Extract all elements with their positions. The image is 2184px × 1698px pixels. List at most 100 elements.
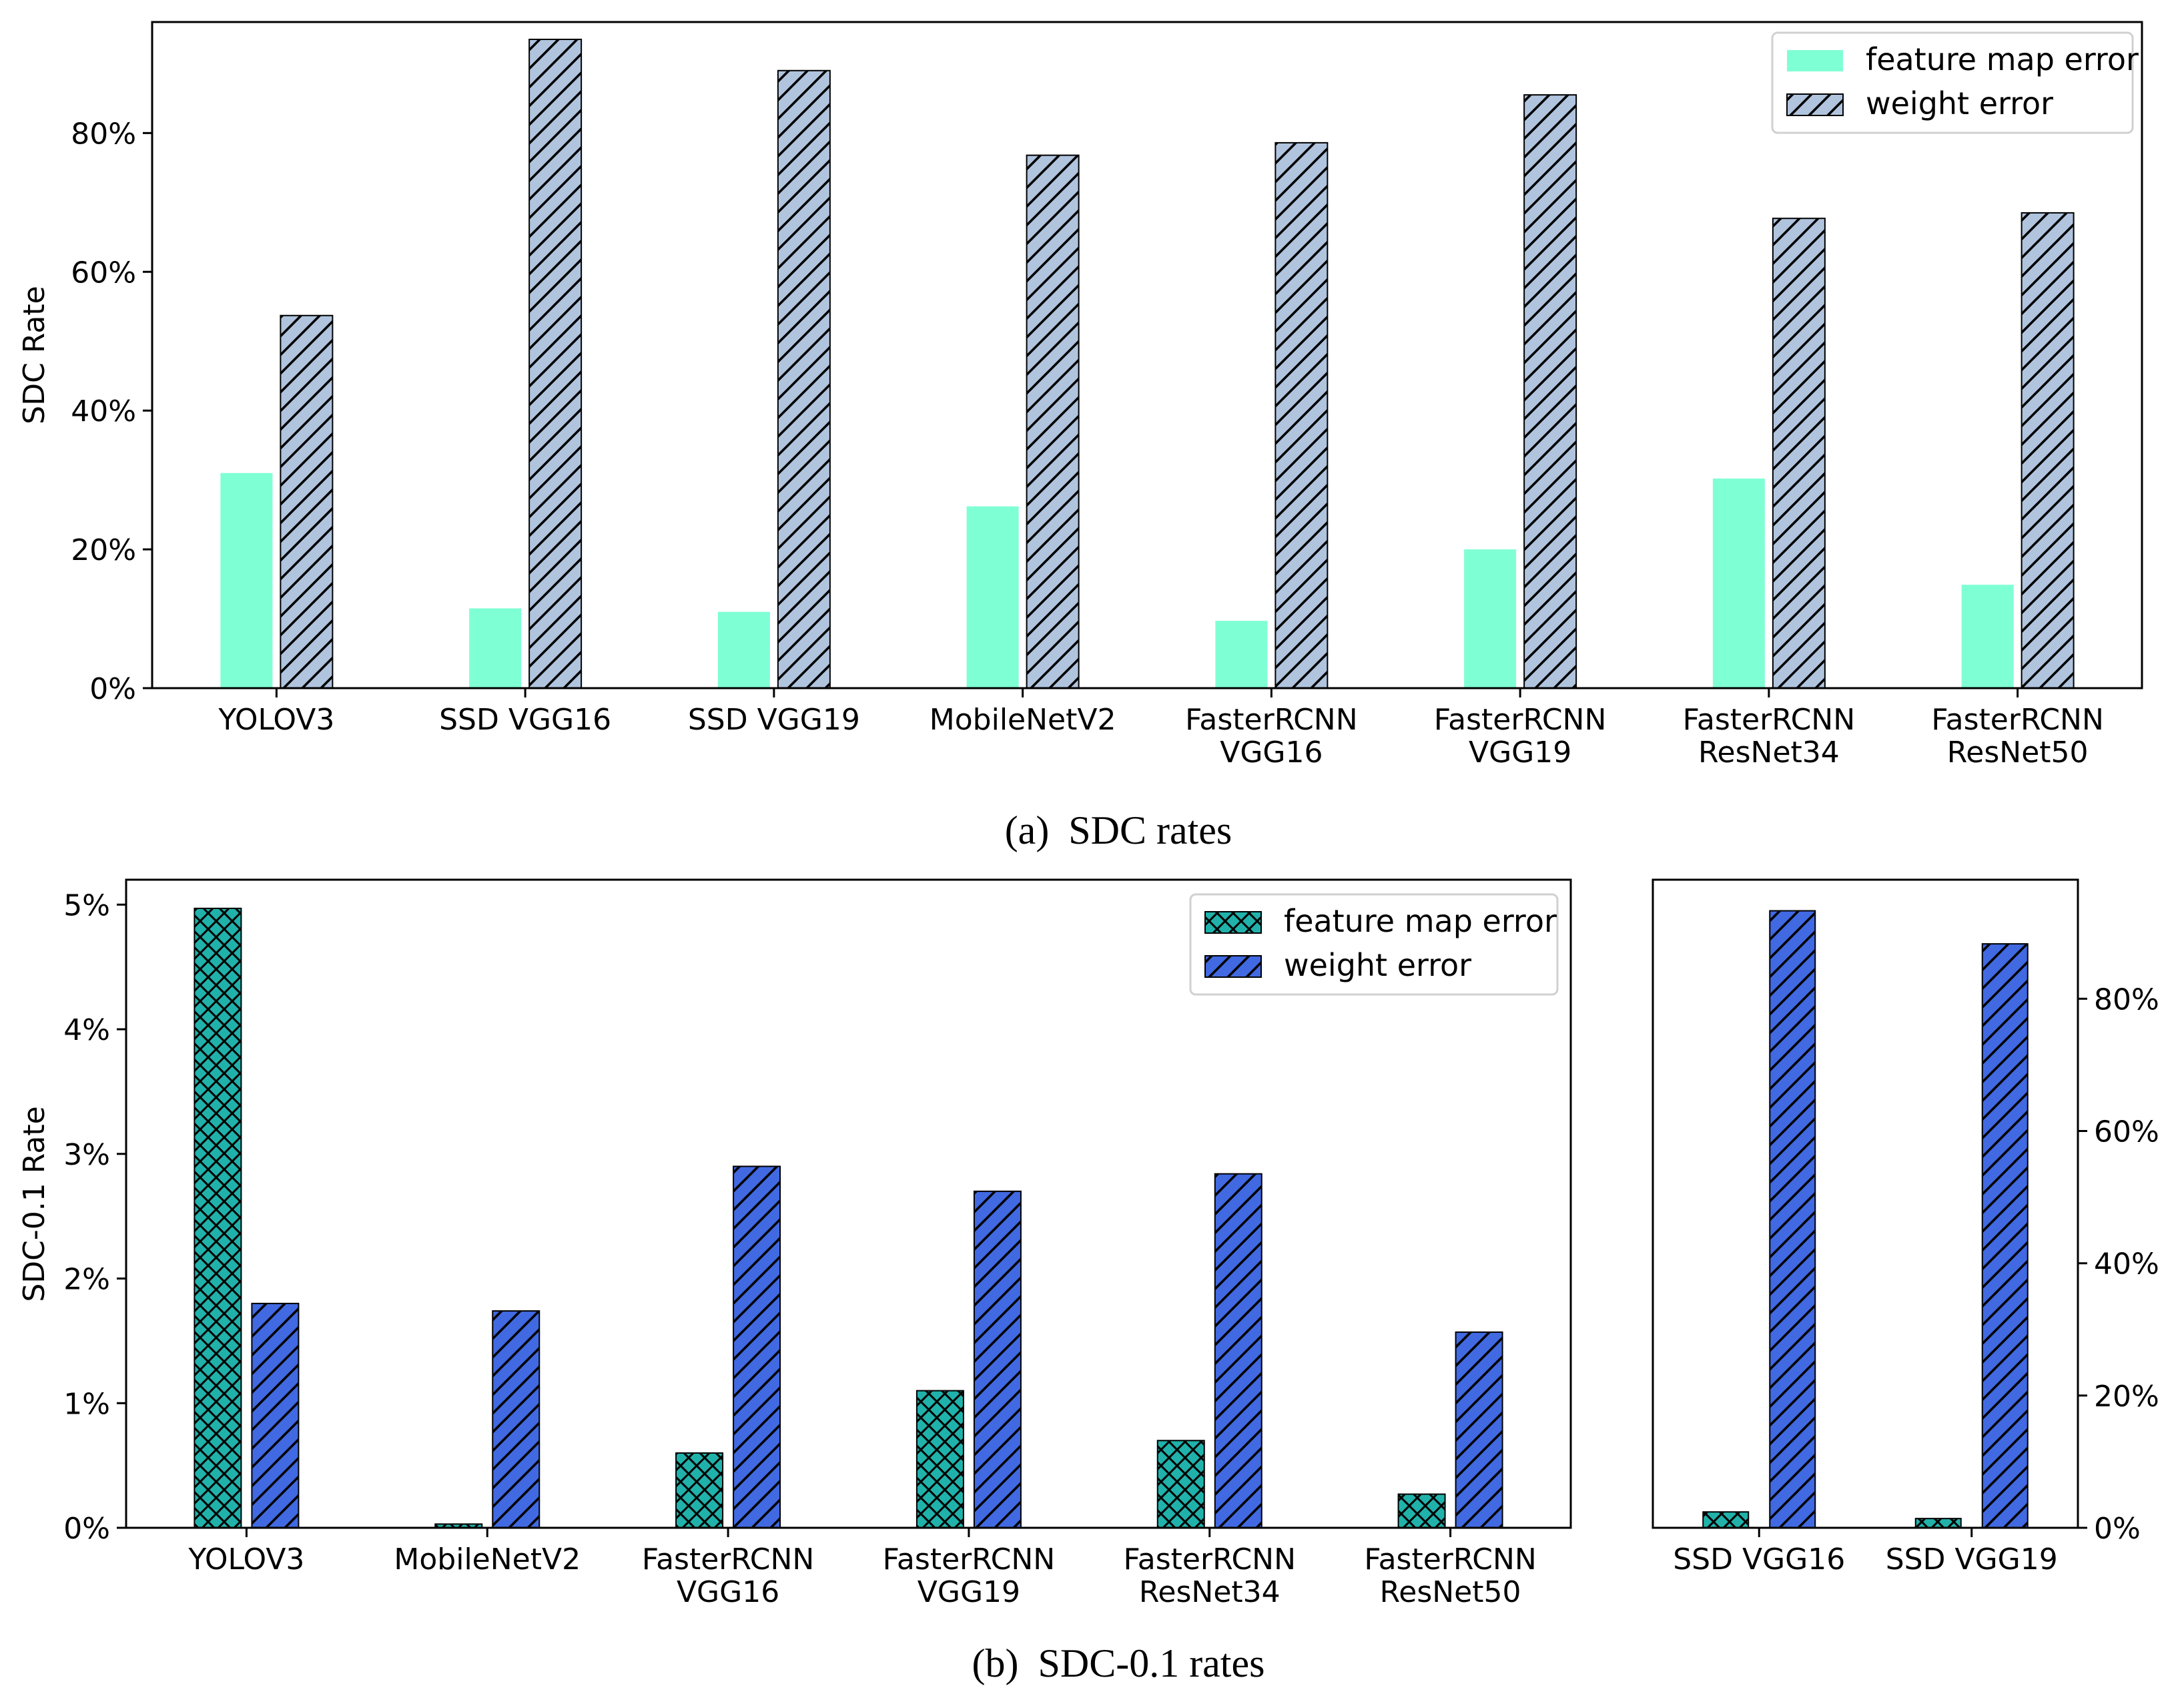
panel-a-y-axis: 0% 20% 40% 60% 80% <box>71 117 152 706</box>
x-tick-label-a-3-0: MobileNetV2 <box>930 703 1116 737</box>
bar-a-weight-2 <box>777 69 831 689</box>
panel-a-caption: (a) SDC rates <box>1005 808 1232 852</box>
bar-b-left-feature-map-4 <box>1156 1440 1205 1529</box>
bar-a-weight-6 <box>1772 218 1826 689</box>
panel-b-left-x-axis: YOLOV3 MobileNetV2 FasterRCNNVGG16FasterRC… <box>188 1528 1537 1609</box>
bar-a-weight-7 <box>2021 212 2075 689</box>
bar-b-left-weight-2 <box>733 1165 781 1528</box>
panel-a-legend: feature map error weight error <box>1771 31 2139 134</box>
y-tick-label-b-right-4: 80% <box>2094 982 2159 1017</box>
x-tick-label-b-right-0-0: SSD VGG16 <box>1673 1542 1845 1577</box>
panel-b-caption-text: SDC-0.1 rates <box>1038 1641 1265 1685</box>
bar-a-weight-0 <box>280 314 334 689</box>
legend-label-a-0: feature map error <box>1866 41 2139 77</box>
panel-b-right-plot-frame <box>1652 878 2079 1529</box>
bar-b-right-feature-map-0 <box>1702 1511 1750 1529</box>
x-tick-label-b-left-5-0: FasterRCNN <box>1364 1542 1537 1577</box>
bar-b-left-weight-5 <box>1455 1331 1503 1528</box>
y-tick-label-b-left-0: 0% <box>63 1512 110 1546</box>
x-tick-label-a-1-0: SSD VGG16 <box>439 703 611 737</box>
legend-label-b-left-0: feature map error <box>1284 903 1557 939</box>
bar-a-feature-map-5 <box>1464 549 1517 688</box>
bar-b-left-weight-1 <box>492 1310 540 1529</box>
panel-a-sdc-rates: 0% 20% 40% 60% 80% YOLOV3 SSD VGG16 SSD VGG19 M… <box>17 21 2143 852</box>
x-tick-label-a-4-0: FasterRCNN <box>1185 703 1358 737</box>
panel-a-caption-text: SDC rates <box>1068 808 1232 852</box>
x-tick-label-a-5-1: VGG19 <box>1469 736 1571 770</box>
bar-a-feature-map-7 <box>1961 585 2014 688</box>
bar-b-left-feature-map-2 <box>675 1452 724 1528</box>
legend-label-b-left-1: weight error <box>1284 947 1471 983</box>
y-tick-label-a-3: 60% <box>71 256 136 290</box>
y-tick-label-b-left-1: 1% <box>63 1387 110 1421</box>
bar-b-right-weight-0 <box>1769 910 1816 1528</box>
bar-b-right-feature-map-1 <box>1914 1518 1962 1529</box>
x-tick-label-a-6-0: FasterRCNN <box>1683 703 1856 737</box>
bar-a-weight-3 <box>1026 154 1080 689</box>
bar-b-left-feature-map-3 <box>916 1390 964 1529</box>
x-tick-label-a-4-1: VGG16 <box>1220 736 1323 770</box>
legend-swatch-a-0 <box>1787 50 1843 71</box>
bar-b-left-feature-map-5 <box>1397 1493 1446 1529</box>
panel-b-right-bars <box>1702 910 2029 1529</box>
y-tick-label-b-left-2: 2% <box>63 1263 110 1297</box>
panel-a-caption-tag: (a) <box>1005 808 1050 852</box>
bar-a-feature-map-4 <box>1215 621 1268 688</box>
panel-a-y-axis-title: SDC Rate <box>17 286 51 424</box>
y-tick-label-b-right-3: 60% <box>2094 1115 2159 1149</box>
y-tick-label-b-right-0: 0% <box>2094 1512 2141 1546</box>
legend-frame-a <box>1771 31 2134 134</box>
x-tick-label-b-left-5-1: ResNet50 <box>1380 1575 1521 1609</box>
x-tick-label-a-7-1: ResNet50 <box>1947 736 2089 770</box>
bar-b-left-weight-3 <box>973 1190 1022 1528</box>
panel-b-right-x-axis: SSD VGG16 SSD VGG19 <box>1673 1528 2058 1577</box>
panel-b-left-plot-frame <box>125 878 1572 1529</box>
legend-label-a-1: weight error <box>1866 85 2053 121</box>
y-tick-label-a-4: 80% <box>71 117 136 151</box>
bar-a-feature-map-6 <box>1712 479 1765 688</box>
x-tick-label-a-0-0: YOLOV3 <box>218 703 334 737</box>
panel-b-left-legend: feature map error weight error <box>1189 893 1559 996</box>
bar-a-weight-4 <box>1275 142 1329 689</box>
y-tick-label-b-left-3: 3% <box>63 1138 110 1172</box>
panel-b-left-bars <box>194 907 1503 1529</box>
x-tick-label-a-7-0: FasterRCNN <box>1931 703 2104 737</box>
bar-a-weight-1 <box>528 38 583 689</box>
y-tick-label-a-0: 0% <box>89 672 136 706</box>
y-tick-label-b-left-5: 5% <box>63 888 110 922</box>
legend-frame-b-left <box>1189 893 1559 996</box>
x-tick-label-b-left-0-0: YOLOV3 <box>188 1542 304 1577</box>
y-tick-label-b-left-4: 4% <box>63 1013 110 1047</box>
y-tick-label-b-right-2: 40% <box>2094 1247 2159 1282</box>
x-tick-label-b-left-2-0: FasterRCNN <box>642 1542 815 1577</box>
bar-b-left-feature-map-0 <box>194 907 242 1529</box>
panel-a-plot-frame <box>151 21 2143 689</box>
x-tick-label-b-left-3-1: VGG19 <box>918 1575 1020 1609</box>
x-tick-label-b-left-4-1: ResNet34 <box>1139 1575 1281 1609</box>
bar-a-feature-map-1 <box>469 608 522 688</box>
y-tick-label-a-1: 20% <box>71 533 136 567</box>
bar-a-weight-5 <box>1523 94 1577 689</box>
x-tick-label-b-left-2-1: VGG16 <box>677 1575 779 1609</box>
x-tick-label-a-2-0: SSD VGG19 <box>688 703 860 737</box>
panel-b-right-sdc01-rates: 0% 20% 40% 60% 80% SSD VGG16 SSD VGG19 <box>1652 878 2159 1577</box>
x-tick-label-a-5-0: FasterRCNN <box>1434 703 1607 737</box>
bar-a-feature-map-0 <box>220 473 273 688</box>
panel-b-caption: (b) SDC-0.1 rates <box>972 1641 1265 1685</box>
panel-a-x-axis: YOLOV3 SSD VGG16 SSD VGG19 MobileNetV2 Faste… <box>218 688 2104 770</box>
panel-b-left-sdc01-rates: 0% 1% 2% 3% 4% 5% YOLOV3 MobileNetV2 FasterRCNN… <box>17 878 1572 1609</box>
bar-a-feature-map-2 <box>717 611 770 688</box>
bar-a-feature-map-3 <box>966 506 1019 688</box>
panel-b-right-y-axis: 0% 20% 40% 60% 80% <box>2078 982 2159 1546</box>
x-tick-label-b-left-4-0: FasterRCNN <box>1124 1542 1297 1577</box>
y-tick-label-b-right-1: 20% <box>2094 1380 2159 1414</box>
bar-b-left-weight-4 <box>1214 1173 1262 1528</box>
bar-b-left-weight-0 <box>251 1302 300 1529</box>
x-tick-label-b-left-3-0: FasterRCNN <box>883 1542 1056 1577</box>
panel-b-left-y-axis-title: SDC-0.1 Rate <box>17 1106 51 1302</box>
bar-b-right-weight-1 <box>1981 943 2029 1528</box>
panel-b-left-y-axis: 0% 1% 2% 3% 4% 5% <box>63 888 126 1546</box>
x-tick-label-a-6-1: ResNet34 <box>1698 736 1840 770</box>
x-tick-label-b-left-1-0: MobileNetV2 <box>394 1542 581 1577</box>
